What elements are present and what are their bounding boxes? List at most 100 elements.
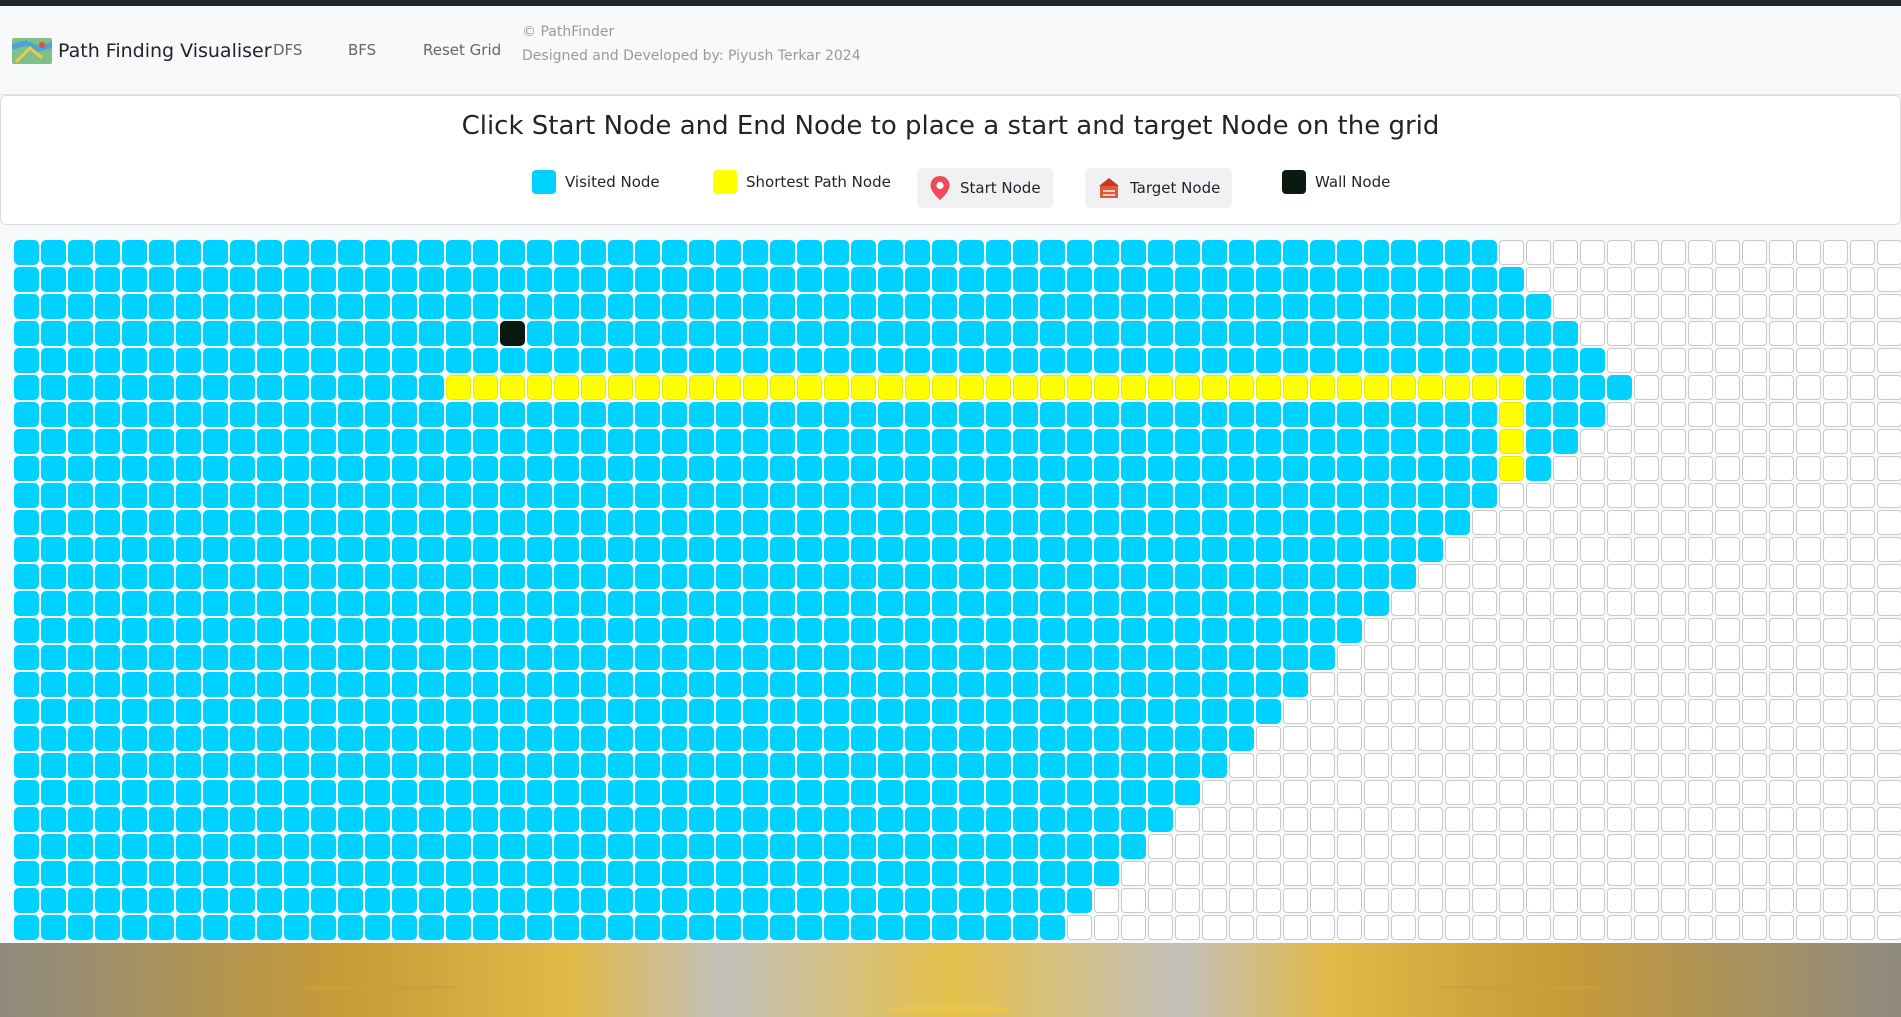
grid-cell-visited[interactable] bbox=[743, 483, 768, 508]
grid-cell-visited[interactable] bbox=[122, 861, 147, 886]
grid-cell-visited[interactable] bbox=[1229, 294, 1254, 319]
grid-cell-empty[interactable] bbox=[1391, 780, 1416, 805]
grid-cell-visited[interactable] bbox=[14, 645, 39, 670]
grid-cell-visited[interactable] bbox=[824, 348, 849, 373]
grid-cell-visited[interactable] bbox=[338, 618, 363, 643]
grid-cell-empty[interactable] bbox=[1877, 834, 1901, 859]
grid-cell-visited[interactable] bbox=[95, 429, 120, 454]
grid-cell-visited[interactable] bbox=[689, 726, 714, 751]
grid-cell-empty[interactable] bbox=[1688, 618, 1713, 643]
grid-cell-visited[interactable] bbox=[797, 807, 822, 832]
grid-cell-visited[interactable] bbox=[95, 645, 120, 670]
grid-cell-empty[interactable] bbox=[1445, 672, 1470, 697]
grid-cell-visited[interactable] bbox=[1337, 618, 1362, 643]
grid-cell-empty[interactable] bbox=[1634, 321, 1659, 346]
grid-cell-empty[interactable] bbox=[1634, 645, 1659, 670]
grid-cell-visited[interactable] bbox=[14, 564, 39, 589]
grid-cell-visited[interactable] bbox=[176, 834, 201, 859]
grid-cell-empty[interactable] bbox=[1634, 591, 1659, 616]
grid-cell-visited[interactable] bbox=[1148, 618, 1173, 643]
grid-cell-visited[interactable] bbox=[581, 834, 606, 859]
grid-cell-visited[interactable] bbox=[1175, 780, 1200, 805]
grid-cell-visited[interactable] bbox=[1067, 537, 1092, 562]
grid-cell-visited[interactable] bbox=[1121, 618, 1146, 643]
grid-cell-visited[interactable] bbox=[41, 240, 66, 265]
grid-cell-visited[interactable] bbox=[986, 348, 1011, 373]
grid-cell-visited[interactable] bbox=[986, 807, 1011, 832]
grid-cell-empty[interactable] bbox=[1337, 834, 1362, 859]
grid-cell-empty[interactable] bbox=[1661, 591, 1686, 616]
grid-cell-visited[interactable] bbox=[743, 807, 768, 832]
grid-cell-empty[interactable] bbox=[1823, 564, 1848, 589]
grid-cell-visited[interactable] bbox=[878, 348, 903, 373]
grid-cell-visited[interactable] bbox=[284, 240, 309, 265]
grid-cell-visited[interactable] bbox=[149, 564, 174, 589]
grid-cell-empty[interactable] bbox=[1418, 861, 1443, 886]
grid-cell-visited[interactable] bbox=[689, 645, 714, 670]
grid-cell-visited[interactable] bbox=[1202, 321, 1227, 346]
grid-cell-visited[interactable] bbox=[689, 699, 714, 724]
grid-cell-empty[interactable] bbox=[1850, 780, 1875, 805]
grid-cell-empty[interactable] bbox=[1445, 645, 1470, 670]
grid-cell-path[interactable] bbox=[446, 375, 471, 400]
grid-cell-visited[interactable] bbox=[41, 537, 66, 562]
grid-cell-visited[interactable] bbox=[878, 294, 903, 319]
grid-cell-empty[interactable] bbox=[1850, 861, 1875, 886]
grid-cell-visited[interactable] bbox=[905, 780, 930, 805]
grid-cell-visited[interactable] bbox=[311, 672, 336, 697]
grid-cell-visited[interactable] bbox=[473, 429, 498, 454]
grid-cell-visited[interactable] bbox=[527, 537, 552, 562]
grid-cell-visited[interactable] bbox=[149, 240, 174, 265]
grid-cell-empty[interactable] bbox=[1742, 591, 1767, 616]
grid-cell-visited[interactable] bbox=[338, 780, 363, 805]
grid-cell-empty[interactable] bbox=[1688, 429, 1713, 454]
grid-cell-visited[interactable] bbox=[527, 834, 552, 859]
grid-cell-visited[interactable] bbox=[149, 807, 174, 832]
grid-cell-visited[interactable] bbox=[608, 780, 633, 805]
grid-cell-visited[interactable] bbox=[1148, 780, 1173, 805]
grid-cell-empty[interactable] bbox=[1634, 753, 1659, 778]
grid-cell-visited[interactable] bbox=[1310, 294, 1335, 319]
grid-cell-empty[interactable] bbox=[1769, 645, 1794, 670]
grid-cell-visited[interactable] bbox=[311, 348, 336, 373]
grid-cell-visited[interactable] bbox=[419, 267, 444, 292]
grid-cell-visited[interactable] bbox=[608, 348, 633, 373]
grid-cell-empty[interactable] bbox=[1850, 456, 1875, 481]
grid-cell-empty[interactable] bbox=[1634, 456, 1659, 481]
grid-cell-visited[interactable] bbox=[1364, 537, 1389, 562]
grid-cell-visited[interactable] bbox=[500, 888, 525, 913]
grid-cell-visited[interactable] bbox=[500, 537, 525, 562]
grid-cell-visited[interactable] bbox=[122, 645, 147, 670]
grid-cell-visited[interactable] bbox=[824, 699, 849, 724]
grid-cell-empty[interactable] bbox=[1769, 807, 1794, 832]
grid-cell-visited[interactable] bbox=[932, 321, 957, 346]
grid-cell-path[interactable] bbox=[1445, 375, 1470, 400]
grid-cell-empty[interactable] bbox=[1661, 483, 1686, 508]
grid-cell-visited[interactable] bbox=[527, 618, 552, 643]
grid-cell-visited[interactable] bbox=[581, 240, 606, 265]
grid-cell-visited[interactable] bbox=[122, 726, 147, 751]
grid-cell-empty[interactable] bbox=[1688, 348, 1713, 373]
grid-cell-empty[interactable] bbox=[1580, 321, 1605, 346]
grid-cell-visited[interactable] bbox=[905, 672, 930, 697]
grid-cell-visited[interactable] bbox=[284, 267, 309, 292]
grid-cell-empty[interactable] bbox=[1580, 591, 1605, 616]
grid-cell-visited[interactable] bbox=[554, 402, 579, 427]
grid-cell-visited[interactable] bbox=[41, 807, 66, 832]
grid-cell-visited[interactable] bbox=[1526, 429, 1551, 454]
grid-cell-visited[interactable] bbox=[797, 780, 822, 805]
grid-cell-visited[interactable] bbox=[1283, 483, 1308, 508]
grid-cell-empty[interactable] bbox=[1364, 861, 1389, 886]
grid-cell-empty[interactable] bbox=[1553, 780, 1578, 805]
grid-cell-visited[interactable] bbox=[419, 429, 444, 454]
grid-cell-visited[interactable] bbox=[851, 267, 876, 292]
grid-cell-visited[interactable] bbox=[1337, 240, 1362, 265]
grid-cell-visited[interactable] bbox=[68, 780, 93, 805]
grid-cell-empty[interactable] bbox=[1607, 429, 1632, 454]
grid-cell-empty[interactable] bbox=[1823, 834, 1848, 859]
grid-cell-empty[interactable] bbox=[1715, 915, 1740, 940]
grid-cell-empty[interactable] bbox=[1688, 699, 1713, 724]
grid-cell-visited[interactable] bbox=[1391, 402, 1416, 427]
grid-cell-visited[interactable] bbox=[1121, 456, 1146, 481]
grid-cell-visited[interactable] bbox=[1472, 294, 1497, 319]
